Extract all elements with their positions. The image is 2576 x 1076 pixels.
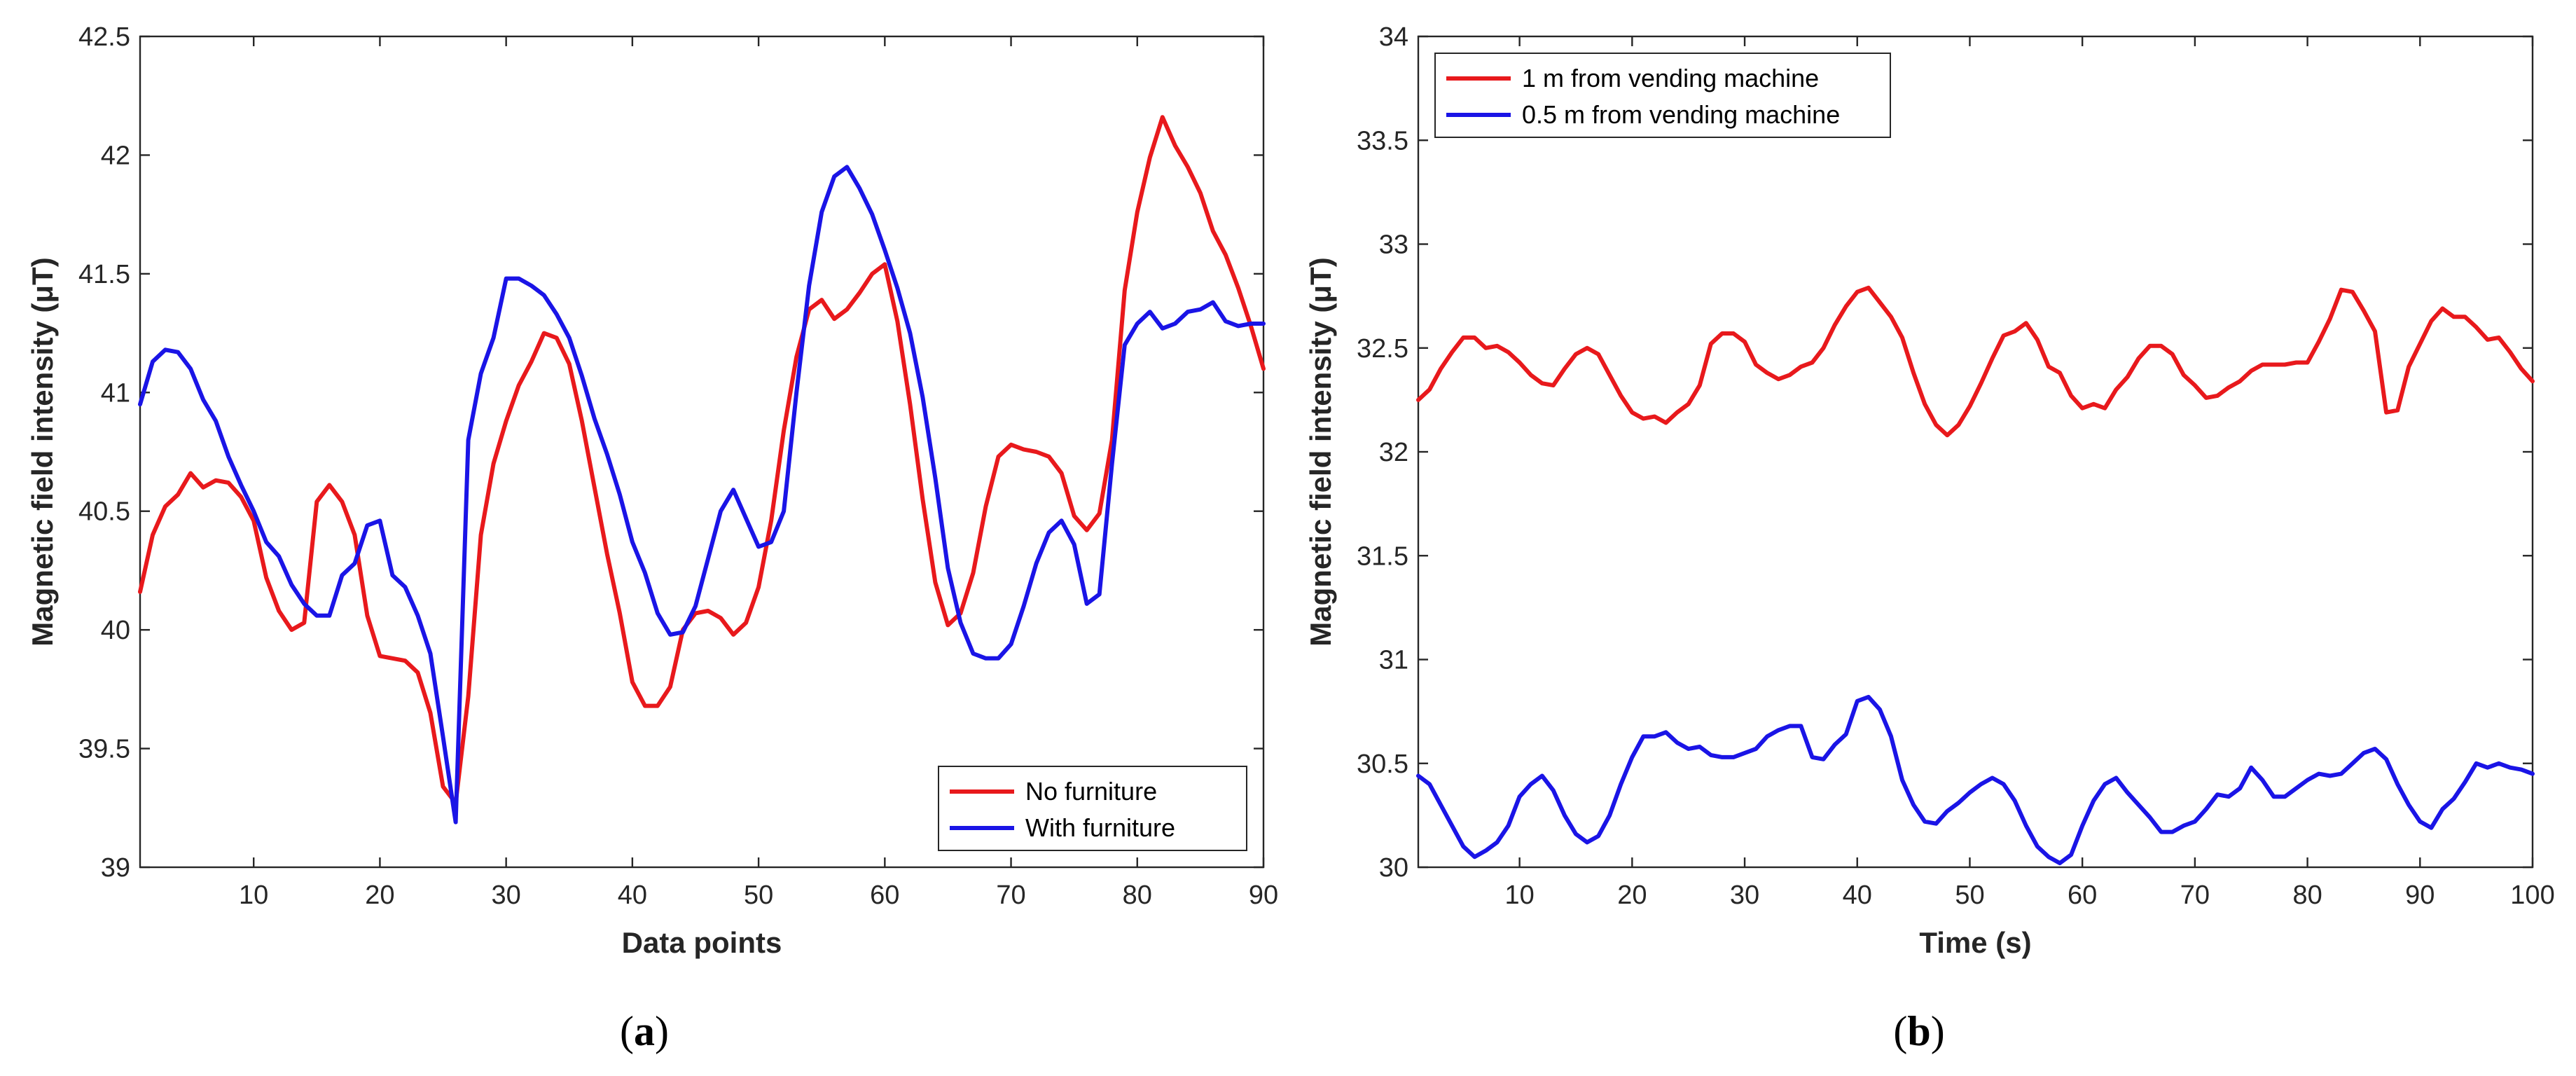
panel-b-x-tick-label: 70 (2180, 881, 2210, 910)
panel-b-legend-label: 1 m from vending machine (1522, 64, 1819, 92)
panel-b-x-tick-label: 80 (2292, 881, 2322, 910)
panel-b-y-tick-label: 31.5 (1357, 542, 1408, 571)
panel-a-x-tick-label: 60 (870, 881, 899, 910)
panel-a-y-tick-label: 40 (101, 616, 130, 645)
panel-a-x-tick-label: 40 (618, 881, 647, 910)
panel-b-y-axis-label: Magnetic field intensity (μT) (1304, 257, 1337, 646)
panel-b-x-tick-label: 10 (1504, 881, 1534, 910)
panel-a-x-tick-label: 80 (1123, 881, 1152, 910)
panel-a-y-tick-label: 39 (101, 853, 130, 883)
panel-a-x-tick-label: 90 (1249, 881, 1278, 910)
panel-a-series-lines (138, 115, 1266, 825)
panel-b-x-axis-label: Time (s) (1919, 926, 2031, 959)
panel-b-ticks: 10 20 30 40 50 60 70 80 90 100 30 30.5 31 31.5 32 32.5 3… (1357, 22, 2555, 910)
panel-b-series-2-line (1416, 694, 2535, 866)
panel-b-legend: 1 m from vending machine 0.5 m from vendi… (1434, 53, 1891, 138)
panel-b-x-tick-label: 100 (2510, 881, 2554, 910)
panel-b-x-tick-label: 50 (1955, 881, 1984, 910)
panel-b-series-lines (1416, 285, 2535, 866)
panel-b-x-tick-label: 20 (1617, 881, 1647, 910)
panel-a-x-tick-label: 10 (239, 881, 268, 910)
panel-b-y-tick-label: 32.5 (1357, 334, 1408, 364)
panel-a-axes-frame (139, 35, 1265, 869)
panel-b-legend-box (1434, 53, 1891, 138)
panel-a-y-tick-label: 40.5 (78, 497, 130, 527)
panel-b-x-tick-label: 90 (2405, 881, 2435, 910)
panel-a-legend-box (938, 766, 1247, 851)
panel-a-x-tick-label: 30 (492, 881, 521, 910)
panel-a-caption: (a) (620, 1008, 669, 1054)
panel-b-x-tick-label: 30 (1730, 881, 1759, 910)
panel-a-y-tick-label: 41 (101, 378, 130, 408)
panel-a-legend-label: With furniture (1025, 813, 1175, 842)
panel-b-x-tick-label: 60 (2068, 881, 2097, 910)
panel-b-y-tick-label: 30 (1379, 853, 1408, 883)
panel-b: 10 20 30 40 50 60 70 80 90 100 30 30.5 31 31.5 32 32.5 3… (1304, 22, 2555, 1054)
panel-b-series-1-line (1416, 285, 2535, 438)
panel-a-y-axis-label: Magnetic field intensity (μT) (26, 257, 59, 646)
panel-a-y-tick-label: 39.5 (78, 735, 130, 764)
panel-a-x-tick-label: 50 (744, 881, 773, 910)
panel-a-legend: No furniture With furniture (938, 766, 1247, 851)
panel-a-y-tick-label: 42 (101, 141, 130, 170)
panel-a-series-2-line (138, 165, 1266, 825)
panel-a: 10 20 30 40 50 60 70 80 90 39 39.5 40 40.5 41 41.5 42 42… (26, 22, 1278, 1054)
panel-b-y-tick-label: 30.5 (1357, 750, 1408, 779)
panel-b-y-tick-label: 33.5 (1357, 126, 1408, 156)
panel-a-y-tick-label: 42.5 (78, 22, 130, 52)
panel-a-ticks: 10 20 30 40 50 60 70 80 90 39 39.5 40 40.5 41 41.5 42 42… (78, 22, 1278, 910)
panel-a-x-tick-label: 70 (996, 881, 1025, 910)
panel-b-y-tick-label: 34 (1379, 22, 1408, 52)
panel-b-y-tick-label: 33 (1379, 230, 1408, 260)
panel-a-series-1-line (138, 115, 1266, 806)
panel-b-caption: (b) (1893, 1008, 1944, 1054)
panel-b-y-tick-label: 32 (1379, 438, 1408, 467)
panel-a-x-tick-label: 20 (365, 881, 394, 910)
panel-a-y-tick-label: 41.5 (78, 260, 130, 289)
panel-b-x-tick-label: 40 (1843, 881, 1872, 910)
panel-b-y-tick-label: 31 (1379, 646, 1408, 675)
panel-b-axes-frame (1417, 35, 2534, 869)
panel-b-legend-label: 0.5 m from vending machine (1522, 100, 1840, 129)
panel-a-x-axis-label: Data points (622, 926, 782, 959)
panel-a-legend-label: No furniture (1025, 777, 1157, 806)
